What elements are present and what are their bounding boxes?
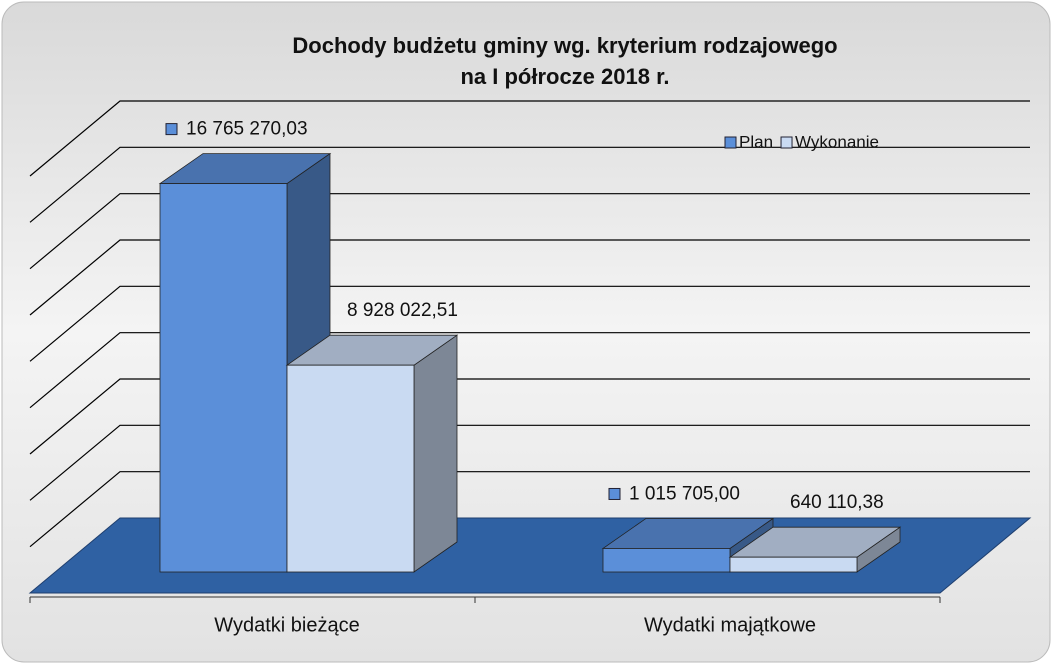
bar bbox=[602, 548, 731, 573]
chart-title: Dochody budżetu gminy wg. kryterium rodz… bbox=[292, 33, 837, 58]
value-label-key bbox=[165, 123, 178, 136]
bar-side bbox=[413, 334, 458, 573]
value-label: 1 015 705,00 bbox=[629, 483, 740, 504]
grid-line bbox=[29, 193, 1030, 270]
value-label: 8 928 022,51 bbox=[347, 300, 458, 321]
value-label: 640 110,38 bbox=[790, 492, 884, 513]
value-label-key bbox=[608, 487, 621, 500]
legend-label: Wykonanie bbox=[795, 132, 879, 151]
grid-line bbox=[29, 285, 1030, 362]
legend-key bbox=[780, 136, 793, 149]
grid-line bbox=[29, 332, 1030, 409]
grid-line bbox=[29, 239, 1030, 316]
bar bbox=[729, 556, 858, 573]
bar bbox=[159, 183, 288, 573]
x-tick-label: Wydatki bieżące bbox=[214, 614, 359, 636]
chart-title: na I półrocze 2018 r. bbox=[460, 64, 669, 89]
bar bbox=[286, 364, 415, 573]
legend-key bbox=[724, 136, 737, 149]
grid-line bbox=[29, 100, 1030, 177]
grid-line bbox=[29, 471, 1030, 548]
legend-label: Plan bbox=[739, 132, 773, 151]
x-tick-label: Wydatki majątkowe bbox=[644, 614, 816, 636]
value-label: 16 765 270,03 bbox=[186, 119, 308, 140]
grid-line bbox=[29, 424, 1030, 501]
grid-line bbox=[29, 378, 1030, 455]
